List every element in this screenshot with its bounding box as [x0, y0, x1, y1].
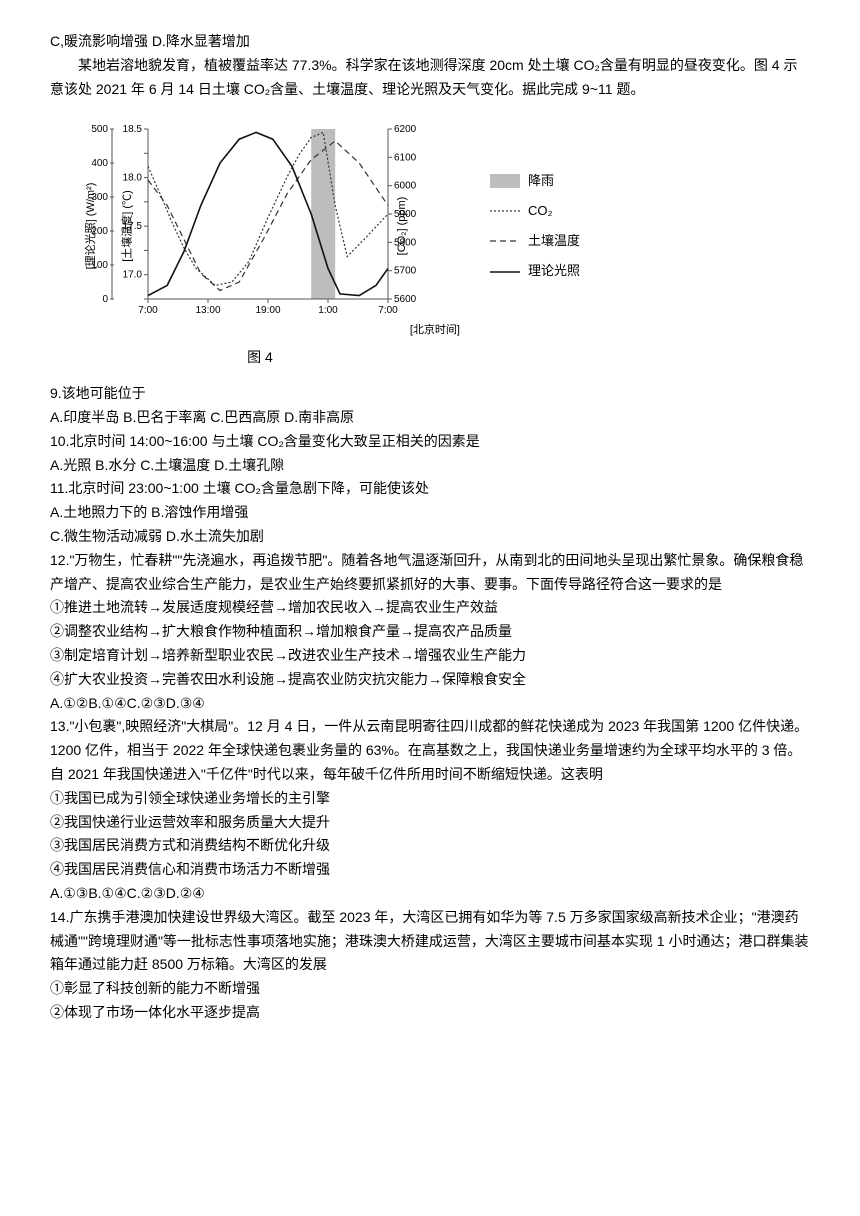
- q11-stem: 11.北京时间 23:00~1:00 土壤 CO₂含量急剧下降，可能使该处: [50, 477, 810, 501]
- svg-text:500: 500: [91, 124, 108, 135]
- svg-text:5700: 5700: [394, 266, 417, 277]
- svg-text:1:00: 1:00: [318, 305, 338, 316]
- q13-o2: ②我国快递行业运营效率和服务质量大大提升: [50, 811, 810, 835]
- svg-text:13:00: 13:00: [195, 305, 220, 316]
- q11-optB: C.微生物活动减弱 D.水土流失加剧: [50, 525, 810, 549]
- option-line: C,暖流影响增强 D.降水显著增加: [50, 30, 810, 54]
- svg-text:19:00: 19:00: [255, 305, 280, 316]
- q12-o4: ④扩大农业投资→完善农田水利设施→提高农业防灾抗灾能力→保障粮食安全: [50, 668, 810, 692]
- figure-4: [理论光照] (W/m²) [土壤温度] (℃) [CO₂] (ppm) [北京…: [50, 111, 810, 341]
- passage-1: 某地岩溶地貌发育，植被覆益率达 77.3%。科学家在该地测得深度 20cm 处土…: [50, 54, 810, 102]
- q13-stem: 13."小包裹",映照经济"大棋局"。12 月 4 日，一件从云南昆明寄往四川成…: [50, 715, 810, 786]
- q11-optA: A.土地照力下的 B.溶蚀作用增强: [50, 501, 810, 525]
- q14-o2: ②体现了市场一体化水平逐步提高: [50, 1001, 810, 1025]
- q12-o1: ①推进土地流转→发展适度规模经营→增加农民收入→提高农业生产效益: [50, 596, 810, 620]
- svg-text:18.5: 18.5: [123, 124, 143, 135]
- q12-o3: ③制定培育计划→培养新型职业农民→改进农业生产技术→增强农业生产能力: [50, 644, 810, 668]
- svg-text:400: 400: [91, 158, 108, 169]
- svg-text:0: 0: [102, 294, 108, 305]
- q14-o1: ①彰显了科技创新的能力不断增强: [50, 977, 810, 1001]
- axis-label-temp: [土壤温度] (℃): [118, 191, 137, 263]
- legend-light: 理论光照: [528, 260, 580, 282]
- q9-stem: 9.该地可能位于: [50, 382, 810, 406]
- legend-rain: 降雨: [528, 170, 554, 192]
- q13-o4: ④我国居民消费信心和消费市场活力不断增强: [50, 858, 810, 882]
- q13-ans: A.①③B.①④C.②③D.②④: [50, 882, 810, 906]
- legend-temp: 土壤温度: [528, 230, 580, 252]
- svg-text:6200: 6200: [394, 124, 417, 135]
- q14-stem: 14.广东携手港澳加快建设世界级大湾区。截至 2023 年，大湾区已拥有如华为等…: [50, 906, 810, 977]
- svg-text:6100: 6100: [394, 153, 417, 164]
- q10-stem: 10.北京时间 14:00~16:00 与土壤 CO₂含量变化大致呈正相关的因素…: [50, 430, 810, 454]
- svg-text:7:00: 7:00: [138, 305, 158, 316]
- svg-text:18.0: 18.0: [123, 173, 143, 184]
- chart-caption: 图 4: [50, 346, 470, 370]
- q13-o3: ③我国居民消费方式和消费结构不断优化升级: [50, 834, 810, 858]
- legend-co2: CO₂: [528, 200, 553, 222]
- svg-text:7:00: 7:00: [378, 305, 398, 316]
- axis-label-co2: [CO₂] (ppm): [393, 197, 412, 256]
- svg-text:6000: 6000: [394, 181, 417, 192]
- q12-stem: 12."万物生，忙春耕""先浇遍水，再追拨节肥"。随着各地气温逐渐回升，从南到北…: [50, 549, 810, 597]
- q12-ans: A.①②B.①④C.②③D.③④: [50, 692, 810, 716]
- svg-text:17.0: 17.0: [123, 270, 143, 281]
- q13-o1: ①我国已成为引领全球快递业务增长的主引擎: [50, 787, 810, 811]
- q9-opts: A.印度半岛 B.巴名于率离 C.巴西高原 D.南非高原: [50, 406, 810, 430]
- svg-text:5600: 5600: [394, 294, 417, 305]
- axis-label-x: [北京时间]: [410, 321, 460, 340]
- axis-label-light: [理论光照] (W/m²): [82, 183, 101, 270]
- q12-o2: ②调整农业结构→扩大粮食作物种植面积→增加粮食产量→提高农产品质量: [50, 620, 810, 644]
- q10-opts: A.光照 B.水分 C.土壤温度 D.土壤孔隙: [50, 454, 810, 478]
- chart-legend: 降雨 CO₂ 土壤温度 理论光照: [490, 162, 580, 290]
